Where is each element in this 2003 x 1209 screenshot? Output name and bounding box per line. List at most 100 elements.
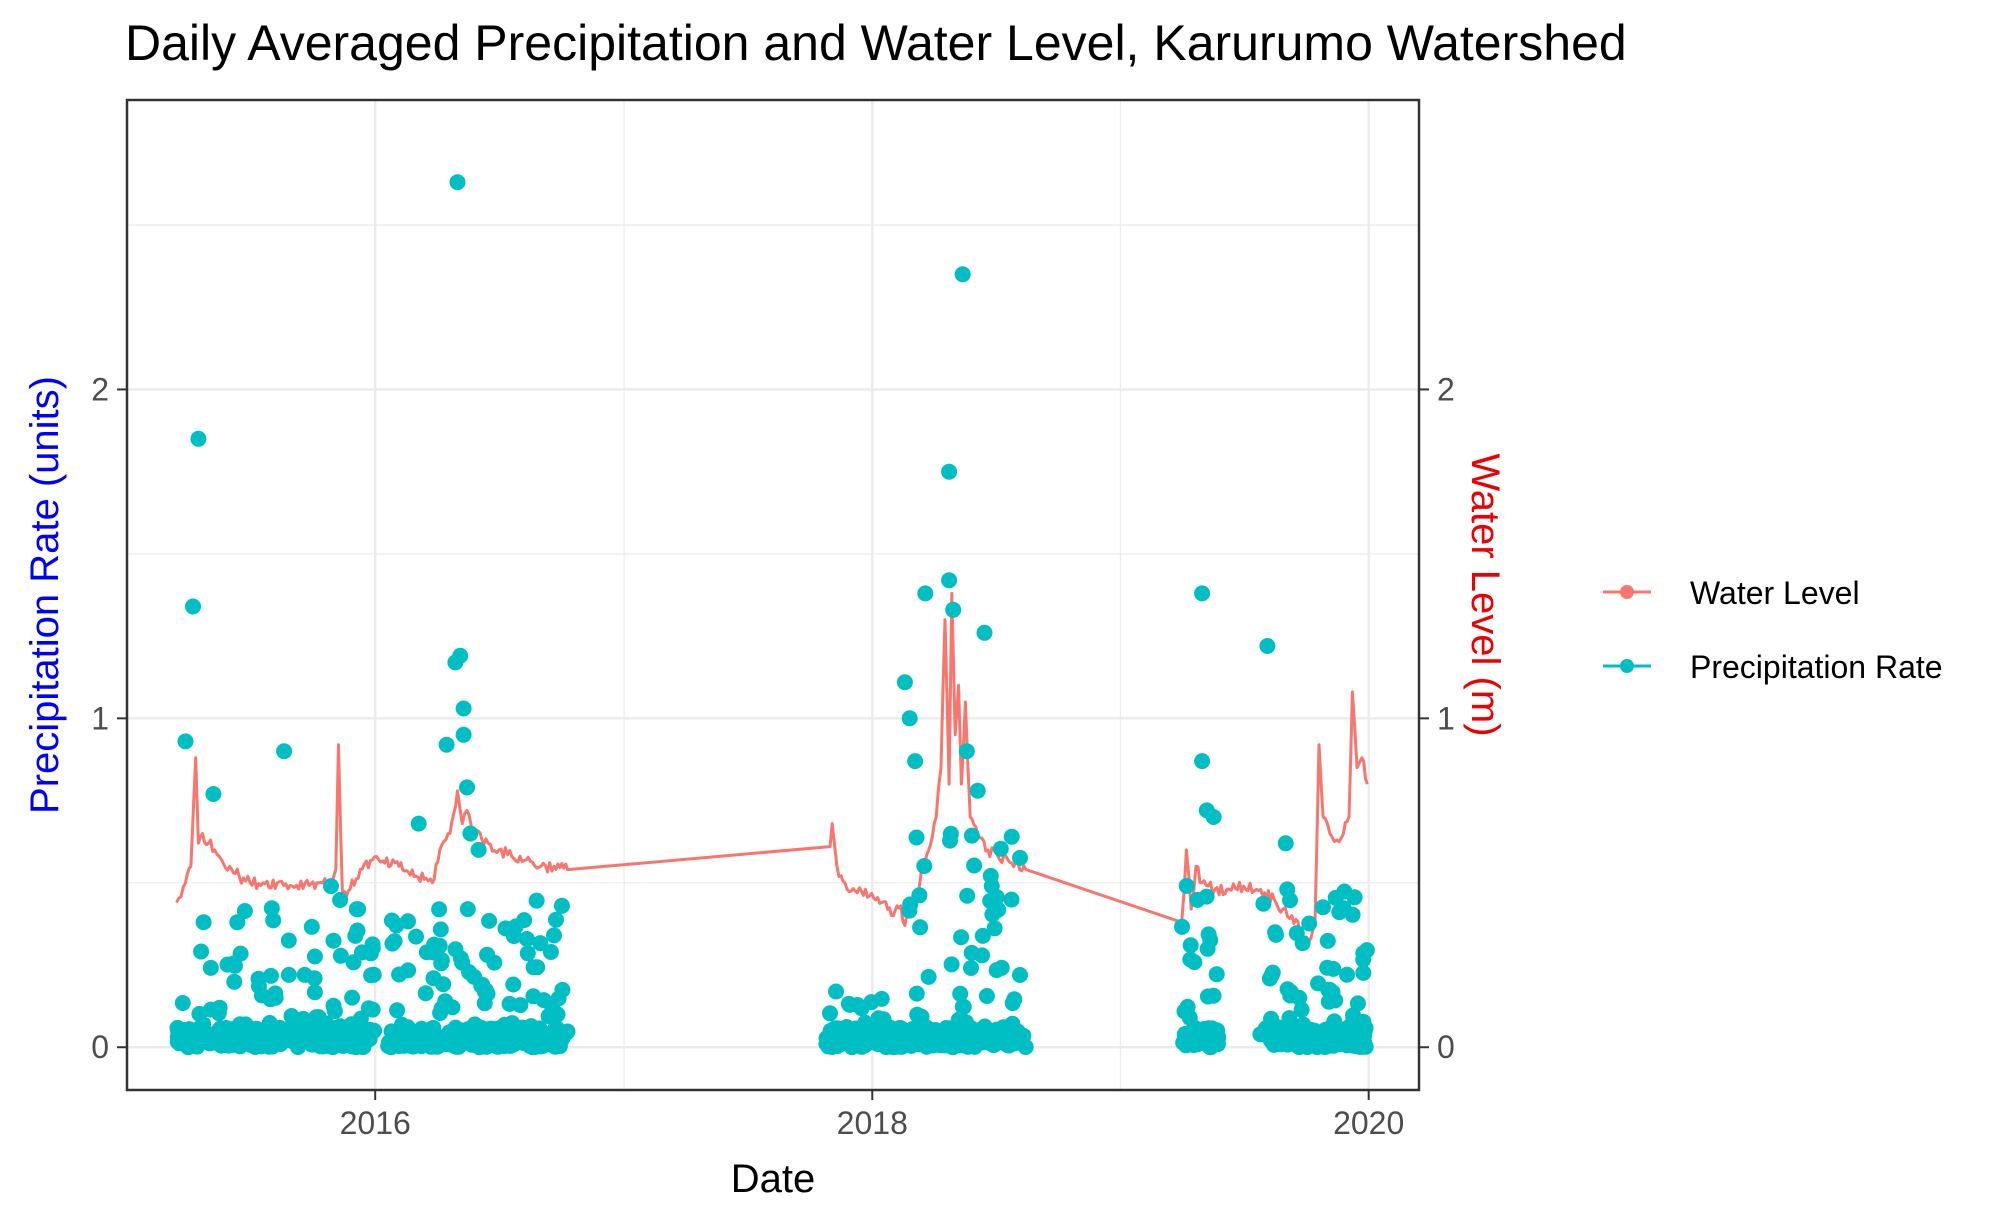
precipitation-point bbox=[366, 1022, 383, 1039]
precipitation-point bbox=[990, 901, 1007, 918]
precipitation-point bbox=[1310, 975, 1327, 992]
precipitation-point bbox=[496, 1016, 513, 1033]
precipitation-point bbox=[383, 912, 400, 929]
precipitation-point bbox=[1279, 881, 1296, 898]
precipitation-point bbox=[267, 989, 284, 1006]
precipitation-point bbox=[481, 912, 498, 929]
precipitation-point bbox=[219, 956, 236, 973]
precipitation-point bbox=[180, 1039, 197, 1056]
precipitation-point bbox=[236, 903, 253, 919]
precipitation-point bbox=[983, 878, 1000, 894]
x-tick-label: 2020 bbox=[1333, 1105, 1404, 1141]
legend-key-precipitation-point bbox=[1620, 659, 1634, 673]
precipitation-point bbox=[363, 967, 380, 984]
water-level-line bbox=[175, 591, 1369, 944]
precipitation-point bbox=[470, 841, 487, 858]
precipitation-point bbox=[399, 1019, 416, 1036]
precipitation-point bbox=[908, 985, 925, 1002]
precipitation-point bbox=[907, 753, 924, 770]
precipitation-point bbox=[174, 995, 191, 1011]
precipitation-point bbox=[1259, 638, 1276, 654]
precipitation-point bbox=[920, 968, 937, 985]
precipitation-point bbox=[916, 858, 933, 874]
precipitation-point bbox=[310, 1009, 327, 1026]
precipitation-point bbox=[828, 983, 844, 1000]
precipitation-point bbox=[1331, 904, 1348, 921]
precipitation-point bbox=[1295, 1016, 1312, 1033]
precipitation-point bbox=[476, 1028, 493, 1045]
axes: 2016 2018 2020 0 1 2 0 1 2 bbox=[91, 371, 1455, 1141]
precipitation-point bbox=[505, 1036, 522, 1053]
precipitation-point bbox=[1346, 889, 1363, 906]
chart-title: Daily Averaged Precipitation and Water L… bbox=[125, 15, 1627, 71]
precipitation-point bbox=[354, 944, 370, 961]
precipitation-point bbox=[909, 1006, 926, 1023]
precipitation-point bbox=[202, 959, 219, 976]
precipitation-point bbox=[532, 935, 549, 952]
precipitation-point bbox=[1264, 964, 1281, 981]
precipitation-point bbox=[344, 989, 361, 1006]
precipitation-point bbox=[903, 1034, 920, 1051]
precipitation-point bbox=[822, 1005, 838, 1022]
precipitation-point bbox=[1012, 849, 1028, 866]
precipitation-point bbox=[222, 1027, 239, 1044]
precipitation-point bbox=[963, 960, 979, 976]
precipitation-point bbox=[1004, 995, 1021, 1012]
precipitation-point bbox=[203, 1027, 220, 1044]
precipitation-point bbox=[975, 1028, 992, 1045]
precipitation-point bbox=[840, 995, 857, 1012]
precipitation-point bbox=[1252, 1026, 1269, 1043]
y2-tick-label: 1 bbox=[1437, 700, 1455, 736]
precipitation-point bbox=[546, 927, 562, 944]
precipitation-point bbox=[976, 624, 993, 641]
precipitation-point bbox=[1205, 987, 1222, 1004]
precipitation-point bbox=[263, 900, 280, 917]
precipitation-point bbox=[431, 901, 448, 918]
precipitation-point bbox=[535, 992, 552, 1009]
precipitation-point bbox=[992, 840, 1009, 857]
y2-axis-title: Water Level (m) bbox=[1463, 453, 1507, 736]
precipitation-point bbox=[1012, 967, 1028, 983]
precipitation-point bbox=[896, 674, 913, 691]
precipitation-point bbox=[325, 932, 342, 949]
precipitation-point bbox=[1277, 835, 1294, 852]
precipitation-point bbox=[226, 973, 243, 990]
precipitation-point bbox=[526, 1036, 542, 1053]
precipitation-point bbox=[360, 1000, 377, 1017]
precipitation-point bbox=[1003, 891, 1020, 908]
plot-panel bbox=[125, 98, 1421, 1092]
legend-key-water-level-point bbox=[1620, 585, 1634, 599]
precipitation-point bbox=[548, 911, 564, 928]
precipitation-point bbox=[525, 959, 542, 976]
precipitation-point bbox=[501, 995, 518, 1012]
precipitation-point bbox=[236, 1032, 253, 1049]
precipitation-point bbox=[954, 266, 971, 283]
precipitation-point bbox=[1255, 895, 1272, 912]
precipitation-point bbox=[922, 1032, 939, 1049]
precipitation-point bbox=[969, 782, 986, 799]
precipitation-point bbox=[1181, 1009, 1198, 1026]
precipitation-point bbox=[1200, 926, 1217, 943]
y-axis-title: Precipitation Rate (units) bbox=[23, 376, 67, 814]
precipitation-point bbox=[842, 1037, 859, 1054]
precipitation-point bbox=[1178, 877, 1195, 894]
precipitation-point bbox=[553, 897, 570, 914]
precipitation-point bbox=[1199, 940, 1216, 957]
precipitation-point bbox=[542, 944, 559, 960]
precipitation-point bbox=[1268, 926, 1284, 943]
legend-label-water-level: Water Level bbox=[1690, 575, 1860, 611]
precipitation-point bbox=[986, 920, 1003, 937]
precipitation-point bbox=[232, 945, 249, 962]
legend-item-precipitation: Precipitation Rate bbox=[1603, 649, 1943, 685]
precipitation-point bbox=[190, 430, 207, 447]
precipitation-point bbox=[954, 998, 971, 1015]
x-tick-label: 2016 bbox=[340, 1105, 411, 1141]
precipitation-point bbox=[479, 946, 496, 963]
precipitation-point bbox=[384, 935, 401, 952]
precipitation-point bbox=[528, 892, 545, 909]
y-axis-ticks: 0 1 2 bbox=[91, 371, 127, 1065]
y2-tick-label: 2 bbox=[1437, 371, 1455, 407]
precipitation-point bbox=[306, 970, 323, 987]
precipitation-point bbox=[943, 956, 960, 973]
precipitation-point bbox=[519, 945, 536, 962]
